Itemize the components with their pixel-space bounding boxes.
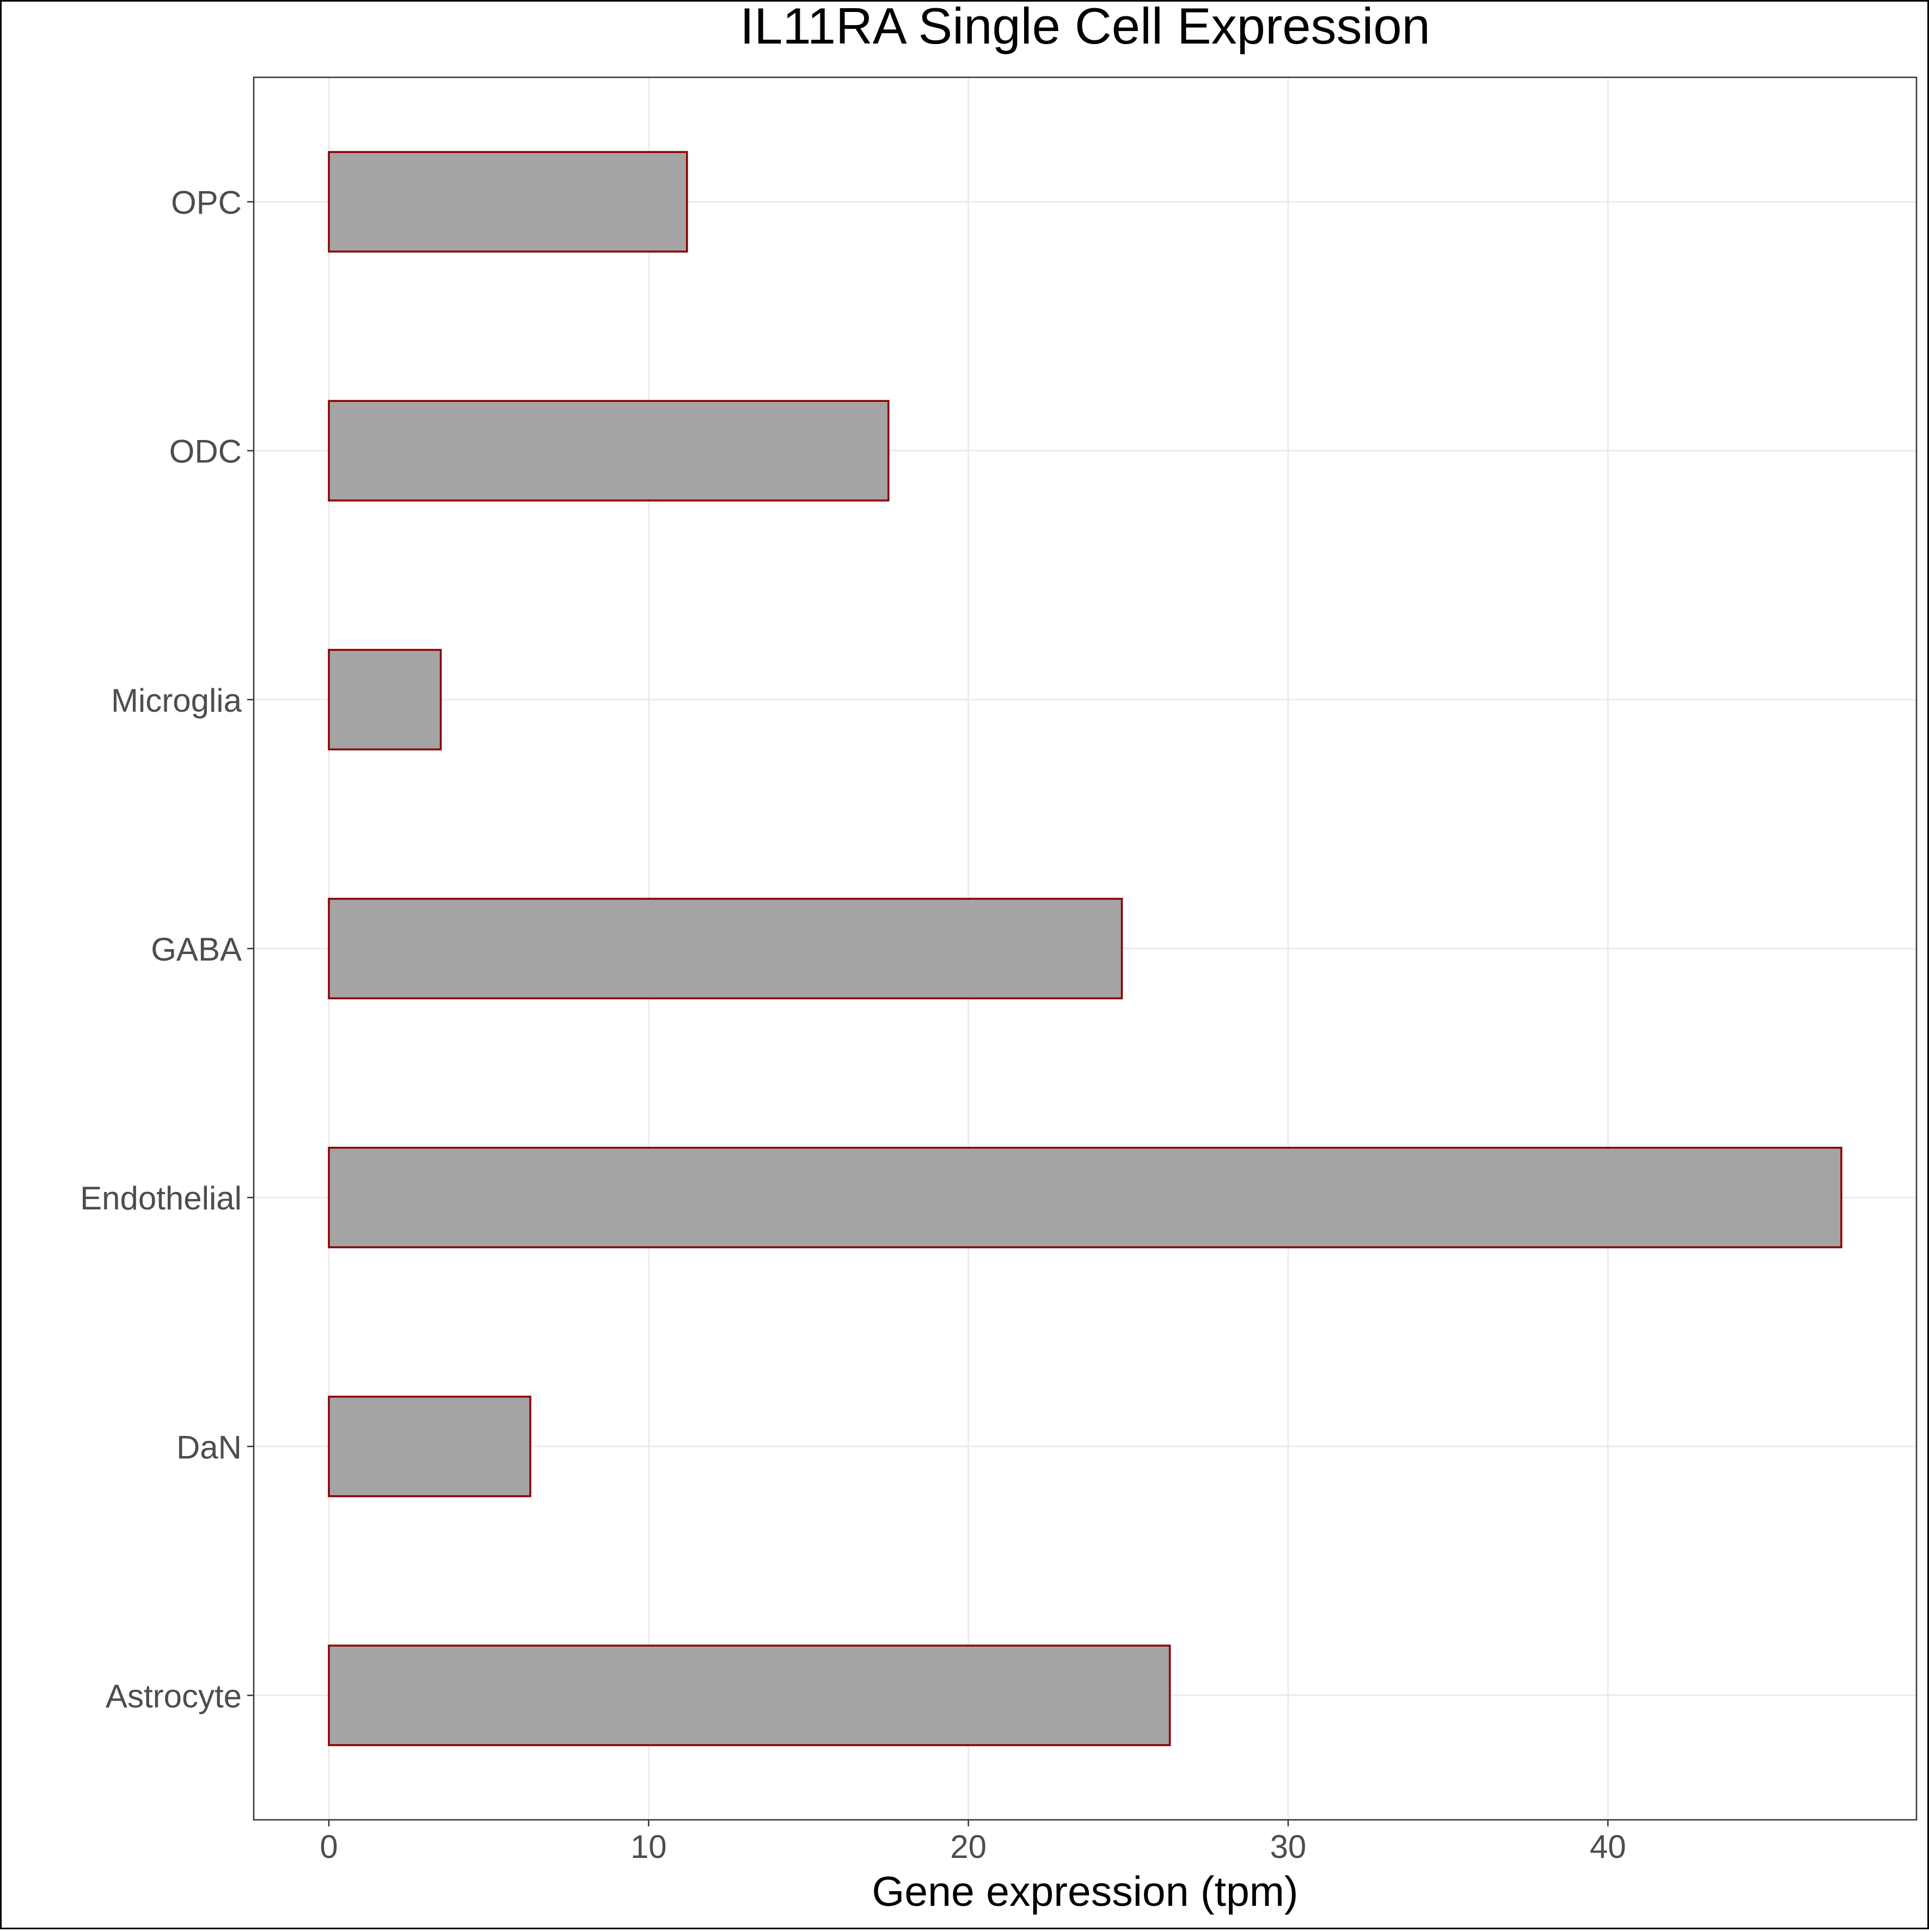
y-tick-label: OPC [171, 185, 242, 221]
x-tick-label: 30 [1270, 1829, 1307, 1865]
bar-dan [328, 1396, 531, 1497]
chart-title: IL11RA Single Cell Expression [740, 0, 1430, 54]
y-tick-label: ODC [169, 433, 242, 470]
x-tick-label: 0 [320, 1829, 338, 1865]
x-tick-label: 20 [950, 1829, 987, 1865]
y-tick-label: DaN [176, 1429, 242, 1465]
bar-opc [328, 151, 688, 253]
x-tick-label: 40 [1590, 1829, 1626, 1865]
x-axis-label: Gene expression (tpm) [872, 1868, 1298, 1915]
bar-astrocyte [328, 1644, 1171, 1746]
axis-layer: 0 10 20 30 40 Astrocyte DaN Endothelial GABA Micr… [80, 185, 1626, 1865]
bar-endothelial [328, 1146, 1842, 1249]
bar-layer [328, 151, 1842, 1746]
bar-odc [328, 400, 890, 502]
y-tick-label: Microglia [111, 682, 242, 719]
y-tick-label: Endothelial [80, 1180, 242, 1216]
y-tick-label: GABA [151, 931, 242, 968]
bar-gaba [328, 897, 1123, 1000]
x-tick-label: 10 [630, 1829, 667, 1865]
bar-microglia [328, 649, 442, 751]
y-tick-label: Astrocyte [106, 1678, 242, 1714]
